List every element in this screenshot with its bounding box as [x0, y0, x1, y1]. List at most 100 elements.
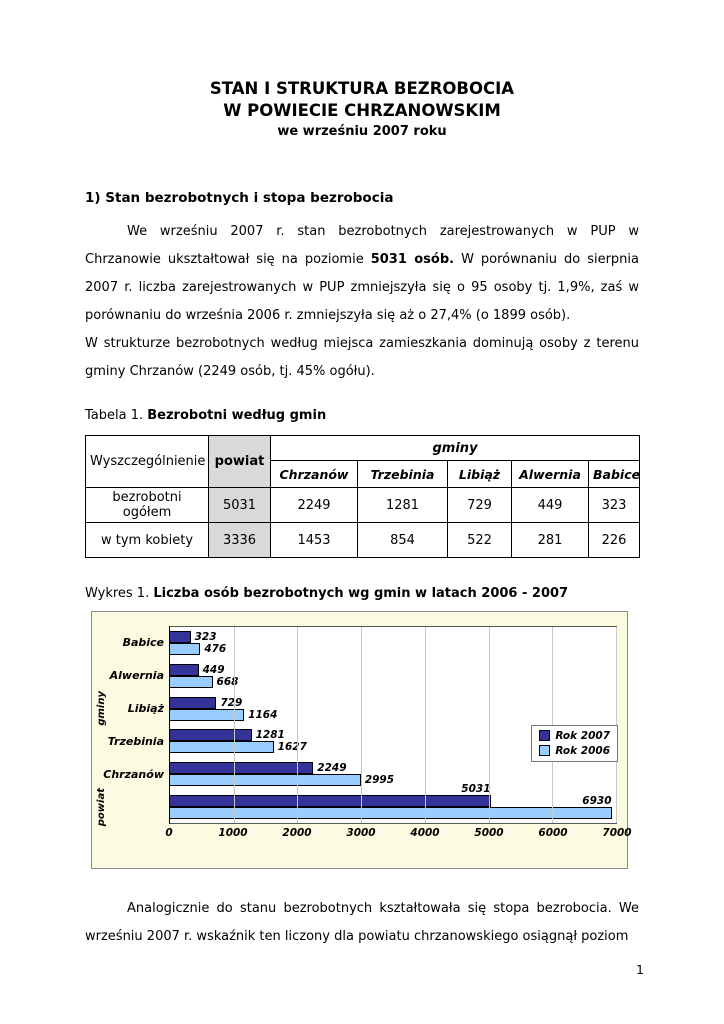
- bar-track: 323: [170, 631, 616, 644]
- cell-libiaz: 729: [447, 487, 512, 523]
- bar-track: 668: [170, 676, 616, 688]
- chart-row-chrzanów: 2249 2995: [170, 758, 616, 791]
- bar-track: 1281: [170, 729, 616, 742]
- bar-value-label: 476: [204, 643, 227, 656]
- bar-track: 2995: [170, 774, 616, 787]
- table-header-trzebinia: Trzebinia: [357, 460, 448, 488]
- table-caption-title: Bezrobotni według gmin: [147, 408, 327, 423]
- table-header-gminy: gminy: [269, 435, 641, 461]
- cell-powiat: 3336: [208, 522, 271, 558]
- chart-bars: 323 476 449 668 729 1164 1281 1627 2249 2995 5031 6…: [170, 627, 616, 823]
- bar-rok-2007-babice: [170, 631, 191, 644]
- cell-chrzanow: 1453: [270, 522, 358, 558]
- table-caption-prefix: Tabela 1.: [85, 408, 148, 423]
- bar-rok-2007-trzebinia: [170, 729, 252, 742]
- bar-track: 1627: [170, 741, 616, 754]
- bar-rok-2007-chrzanów: [170, 762, 314, 775]
- section-heading: 1) Stan bezrobotnych i stopa bezrobocia: [85, 190, 394, 206]
- unemployment-table: Wyszczególnienie powiat gminy Chrzanów T…: [85, 435, 641, 558]
- bar-track: 1164: [170, 708, 616, 721]
- category-label: [109, 791, 169, 824]
- bar-rok-2006-chrzanów: [170, 774, 361, 787]
- gridline: [233, 627, 235, 823]
- x-tick-label: 3000: [346, 827, 376, 839]
- closing-paragraph: Analogicznie do stanu bezrobotnych kszta…: [85, 901, 639, 944]
- chart-legend: Rok 2007 Rok 2006: [531, 724, 618, 762]
- legend-label: Rok 2007: [555, 729, 610, 742]
- x-tick-label: 1000: [218, 827, 248, 839]
- bar-rok-2006-libiąż: [170, 708, 245, 721]
- axis-group-label-powiat: powiat: [94, 788, 109, 827]
- table-header-libiaz: Libiąż: [447, 460, 512, 488]
- bar-value-label: 6930: [582, 794, 612, 807]
- bar-track: 729: [170, 696, 616, 709]
- paragraph-1: We wrześniu 2007 r. stan bezrobotnych za…: [85, 218, 639, 330]
- x-tick-label: 0: [165, 827, 173, 839]
- chart-caption: Wykres 1. Liczba osób bezrobotnych wg gm…: [85, 586, 639, 601]
- row-label: w tym kobiety: [85, 522, 209, 558]
- category-axis-groups: gminy powiat: [94, 626, 109, 827]
- bar-value-label: 729: [220, 696, 243, 709]
- category-label: Babice: [122, 636, 164, 649]
- bar-rok-2006-babice: [170, 643, 201, 656]
- x-tick-label: 6000: [538, 827, 568, 839]
- document-title: STAN I STRUKTURA BEZROBOCIA W POWIECIE C…: [85, 78, 639, 142]
- paragraph-2: W strukturze bezrobotnych według miejsca…: [85, 336, 639, 379]
- axis-group-label-text: gminy: [96, 691, 107, 726]
- bar-rok-2007-powiat: [170, 794, 491, 807]
- cell-babice: 323: [587, 487, 641, 523]
- cell-alwernia: 281: [511, 522, 589, 558]
- cell-trzebinia: 1281: [357, 487, 448, 523]
- category-label: Chrzanów: [103, 768, 164, 781]
- table-header-row-1: Wyszczególnienie powiat gminy: [85, 435, 641, 488]
- bar-value-label: 5031: [461, 782, 491, 795]
- legend-swatch: [539, 745, 551, 757]
- table-header-row-2: Chrzanów Trzebinia Libiąż Alwernia Babic…: [86, 460, 641, 488]
- bar-rok-2007-alwernia: [170, 664, 199, 676]
- x-axis-spacer: [94, 824, 169, 840]
- page-number: 1: [636, 962, 644, 977]
- row-label: bezrobotni ogółem: [85, 487, 209, 523]
- table-header-chrzanow: Chrzanów: [270, 460, 358, 488]
- bar-value-label: 1164: [248, 708, 278, 721]
- category-label: Alwernia: [109, 669, 164, 682]
- bar-value-label: 2995: [364, 774, 395, 787]
- bar-rok-2007-libiąż: [170, 696, 217, 709]
- x-tick-label: 2000: [282, 827, 312, 839]
- paragraph-1-bold: 5031 osób.: [370, 252, 455, 267]
- bar-rok-2006-powiat: [170, 806, 612, 819]
- gridline: [424, 627, 426, 823]
- gridline: [488, 627, 490, 823]
- bar-track: 5031: [170, 783, 616, 807]
- x-axis: 0 1000 2000 3000 4000 5000 6000 7000: [165, 824, 631, 840]
- bar-track: 6930: [170, 795, 616, 819]
- table-row-w-tym-kobiety: w tym kobiety 3336 1453 854 522 281 226: [85, 522, 641, 558]
- chart-row-powiat: 5031 6930: [170, 783, 616, 823]
- bar-value-label: 323: [194, 631, 217, 644]
- bar-value-label: 449: [202, 664, 225, 676]
- gridline: [297, 627, 299, 823]
- table-header-powiat: powiat: [208, 435, 271, 488]
- chart-row-alwernia: 449 668: [170, 660, 616, 693]
- title-line-1: STAN I STRUKTURA BEZROBOCIA: [209, 79, 515, 98]
- category-label: Libiąż: [127, 702, 164, 715]
- x-axis-row: 0 1000 2000 3000 4000 5000 6000 7000: [94, 824, 631, 840]
- chart-caption-title: Liczba osób bezrobotnych wg gmin w latac…: [153, 586, 569, 601]
- table-row-bezrobotni-ogolem: bezrobotni ogółem 5031 2249 1281 729 449…: [85, 487, 641, 523]
- bar-rok-2006-trzebinia: [170, 741, 274, 754]
- axis-group-label-text: powiat: [96, 788, 107, 827]
- category-axis-labels: Babice Alwernia Libiąż Trzebinia Chrzanów: [103, 626, 169, 824]
- bar-track: 449: [170, 664, 616, 676]
- gridline: [361, 627, 363, 823]
- bar-value-label: 2249: [317, 762, 347, 775]
- cell-trzebinia: 854: [357, 522, 448, 558]
- chart-row-libiąż: 729 1164: [170, 692, 616, 725]
- cell-babice: 226: [587, 522, 641, 558]
- x-tick-label: 5000: [474, 827, 504, 839]
- x-tick-label: 7000: [602, 827, 632, 839]
- unemployment-bar-chart: gminy powiat Babice Alwernia Libiąż Trzebini…: [91, 611, 632, 869]
- axis-group-label-gminy: gminy: [94, 626, 109, 791]
- legend-label: Rok 2006: [555, 744, 610, 757]
- bar-track: 476: [170, 643, 616, 656]
- bar-track: 2249: [170, 762, 616, 775]
